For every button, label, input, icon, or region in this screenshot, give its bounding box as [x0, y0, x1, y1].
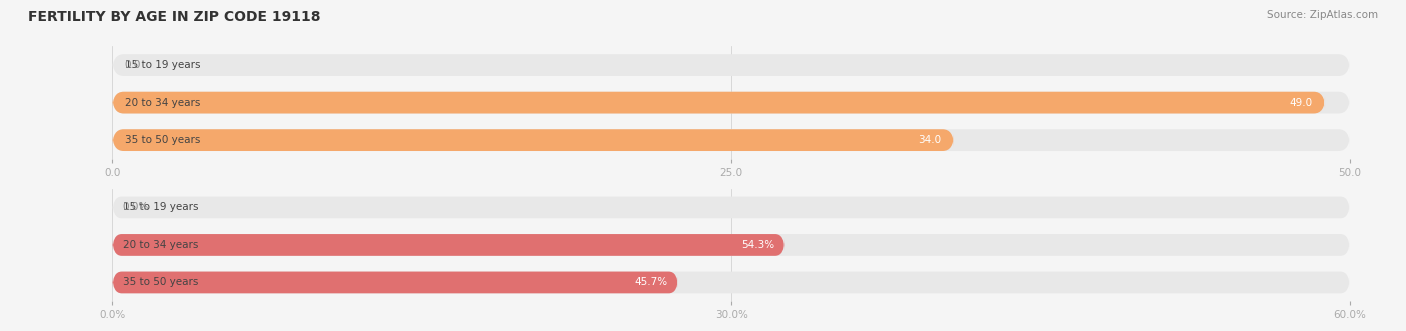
Text: 49.0: 49.0 [1289, 98, 1313, 108]
Text: 54.3%: 54.3% [741, 240, 775, 250]
Text: 34.0: 34.0 [918, 135, 942, 145]
FancyBboxPatch shape [112, 271, 678, 293]
Text: Source: ZipAtlas.com: Source: ZipAtlas.com [1267, 10, 1378, 20]
FancyBboxPatch shape [112, 197, 1350, 218]
Text: FERTILITY BY AGE IN ZIP CODE 19118: FERTILITY BY AGE IN ZIP CODE 19118 [28, 10, 321, 24]
FancyBboxPatch shape [112, 234, 1350, 256]
FancyBboxPatch shape [112, 92, 1350, 114]
Text: 0.0%: 0.0% [122, 203, 149, 213]
Text: 15 to 19 years: 15 to 19 years [125, 60, 200, 70]
FancyBboxPatch shape [112, 129, 953, 151]
Text: 45.7%: 45.7% [634, 277, 668, 287]
Text: 20 to 34 years: 20 to 34 years [122, 240, 198, 250]
Text: 0.0: 0.0 [125, 60, 141, 70]
FancyBboxPatch shape [112, 92, 1324, 114]
Text: 20 to 34 years: 20 to 34 years [125, 98, 200, 108]
FancyBboxPatch shape [112, 54, 1350, 76]
FancyBboxPatch shape [112, 234, 785, 256]
FancyBboxPatch shape [112, 129, 1350, 151]
Text: 35 to 50 years: 35 to 50 years [122, 277, 198, 287]
Text: 15 to 19 years: 15 to 19 years [122, 203, 198, 213]
Text: 35 to 50 years: 35 to 50 years [125, 135, 200, 145]
FancyBboxPatch shape [112, 271, 1350, 293]
